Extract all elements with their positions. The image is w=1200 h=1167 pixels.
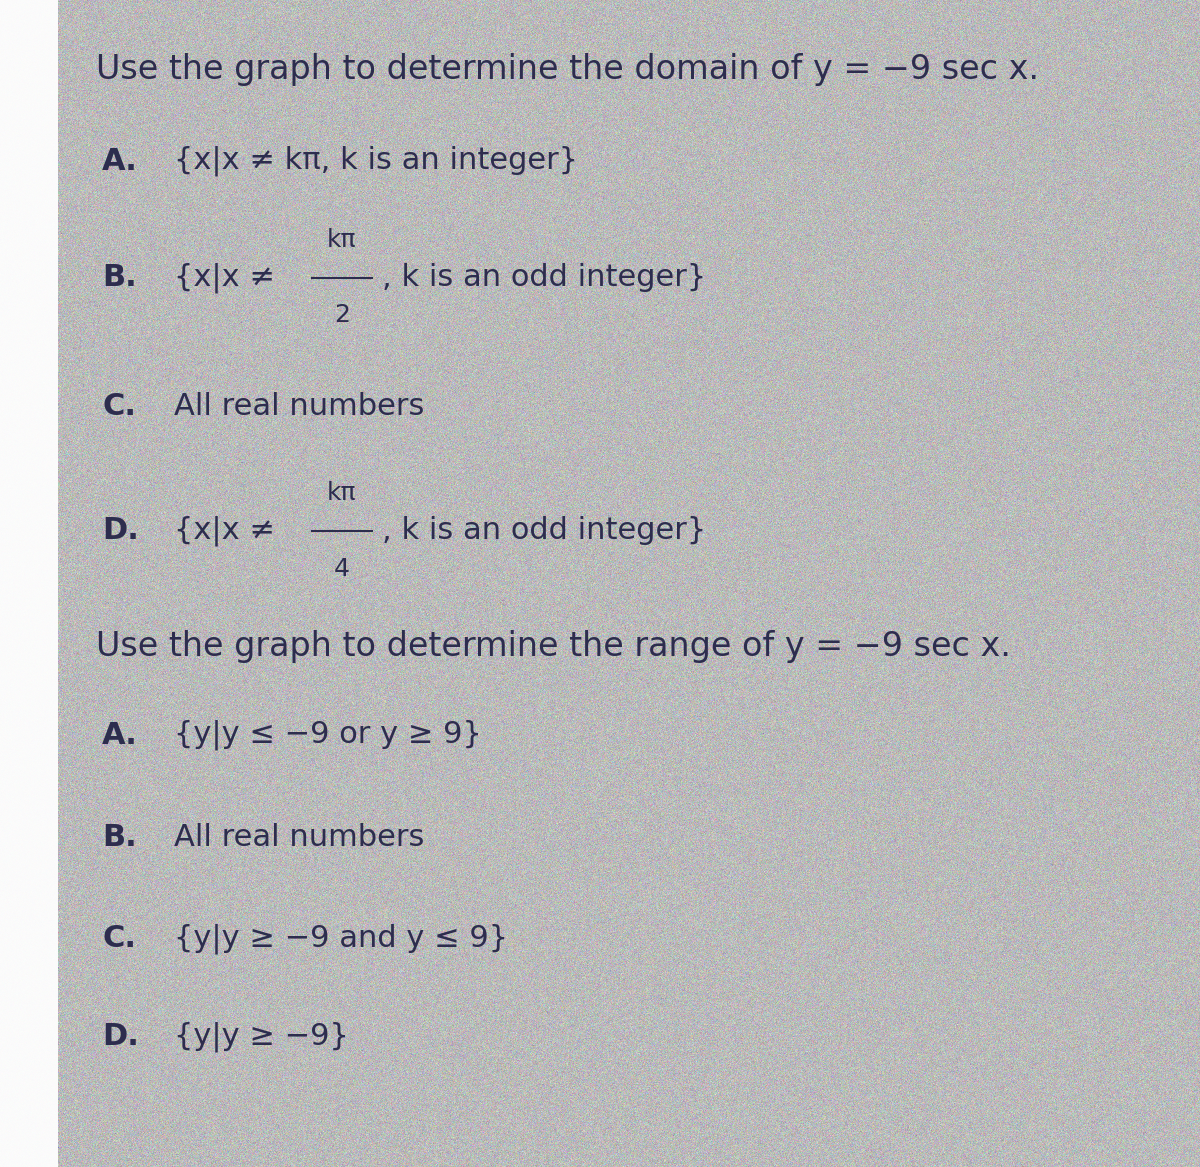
Text: All real numbers: All real numbers <box>174 392 425 420</box>
Text: 4: 4 <box>334 557 350 581</box>
Text: A.: A. <box>102 147 138 175</box>
Text: , k is an odd integer}: , k is an odd integer} <box>382 264 706 292</box>
Text: , k is an odd integer}: , k is an odd integer} <box>382 517 706 545</box>
Text: B.: B. <box>102 264 137 292</box>
Text: {y|y ≤ −9 or y ≥ 9}: {y|y ≤ −9 or y ≥ 9} <box>174 720 482 750</box>
Text: kπ: kπ <box>328 228 356 252</box>
Text: B.: B. <box>102 824 137 852</box>
Text: C.: C. <box>102 924 136 952</box>
Text: 2: 2 <box>334 303 350 328</box>
Text: {x|x ≠: {x|x ≠ <box>174 516 284 546</box>
Bar <box>0 0 58 1167</box>
Text: Use the graph to determine the range of y = −9 sec x.: Use the graph to determine the range of … <box>96 630 1010 663</box>
Text: C.: C. <box>102 392 136 420</box>
Text: kπ: kπ <box>328 481 356 505</box>
Text: A.: A. <box>102 721 138 749</box>
Text: Use the graph to determine the domain of y = −9 sec x.: Use the graph to determine the domain of… <box>96 53 1039 85</box>
Text: D.: D. <box>102 1022 139 1050</box>
Text: {x|x ≠: {x|x ≠ <box>174 263 284 293</box>
Text: {y|y ≥ −9 and y ≤ 9}: {y|y ≥ −9 and y ≤ 9} <box>174 923 508 953</box>
Text: D.: D. <box>102 517 139 545</box>
Text: All real numbers: All real numbers <box>174 824 425 852</box>
Text: {y|y ≥ −9}: {y|y ≥ −9} <box>174 1021 349 1051</box>
Text: {x|x ≠ kπ, k is an integer}: {x|x ≠ kπ, k is an integer} <box>174 146 578 176</box>
